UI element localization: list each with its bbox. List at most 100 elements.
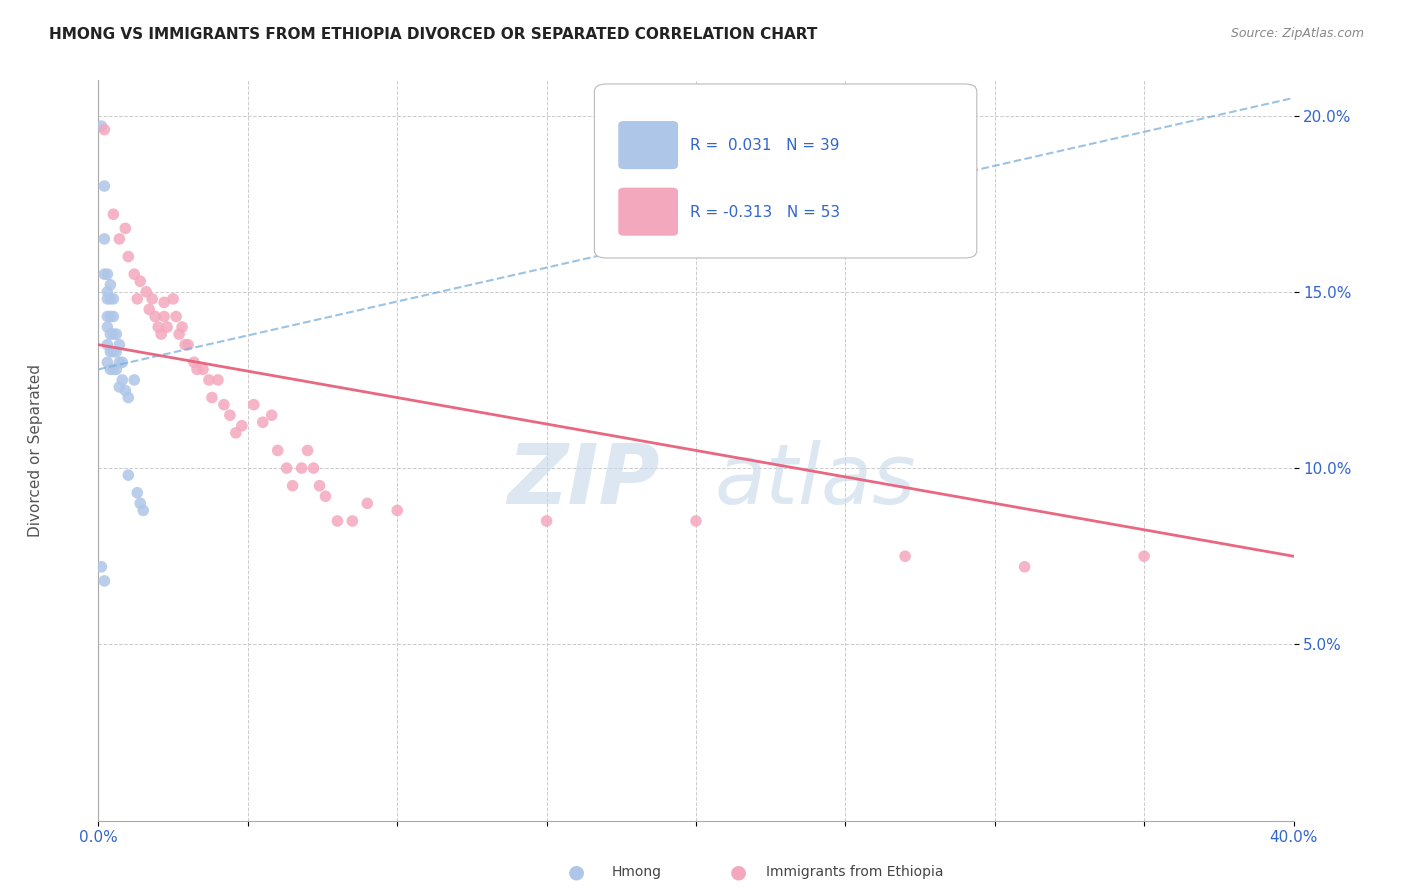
Text: ●: ● [568, 863, 585, 882]
Point [186, 362, 208, 376]
FancyBboxPatch shape [619, 187, 678, 235]
Point [315, 489, 337, 503]
Point [156, 320, 179, 334]
Point [207, 373, 229, 387]
Point [108, 355, 131, 369]
Point [114, 384, 136, 398]
Point [96, 310, 118, 324]
Point [1133, 549, 1156, 564]
Point [385, 503, 409, 517]
Point [308, 479, 330, 493]
Point [326, 514, 349, 528]
Point [96, 355, 118, 369]
Point [1014, 559, 1036, 574]
Point [90, 559, 112, 574]
Point [219, 408, 242, 422]
Point [135, 285, 157, 299]
Point [141, 292, 163, 306]
Point [108, 380, 131, 394]
Point [117, 391, 139, 405]
Point [536, 514, 558, 528]
Y-axis label: Divorced or Separated: Divorced or Separated [28, 364, 42, 537]
Point [96, 337, 118, 351]
Point [252, 415, 274, 429]
Point [98, 327, 122, 342]
Point [103, 207, 125, 221]
Point [124, 373, 146, 387]
Point [281, 479, 304, 493]
Point [93, 574, 115, 588]
Point [114, 221, 136, 235]
Point [98, 362, 122, 376]
Point [98, 292, 122, 306]
Point [153, 295, 176, 310]
Point [105, 362, 128, 376]
Point [260, 408, 283, 422]
FancyBboxPatch shape [595, 84, 977, 258]
Point [96, 285, 118, 299]
Point [356, 496, 378, 510]
FancyBboxPatch shape [619, 121, 678, 169]
Point [894, 549, 917, 564]
Point [98, 344, 122, 359]
Text: Immigrants from Ethiopia: Immigrants from Ethiopia [766, 865, 943, 880]
Point [225, 425, 247, 440]
Point [183, 355, 205, 369]
Point [297, 443, 319, 458]
Point [117, 468, 139, 483]
Point [108, 232, 131, 246]
Point [108, 337, 131, 351]
Point [103, 327, 125, 342]
Point [103, 362, 125, 376]
Point [267, 443, 290, 458]
Point [124, 267, 146, 281]
Point [103, 292, 125, 306]
Point [129, 274, 152, 288]
Point [105, 344, 128, 359]
Point [201, 391, 224, 405]
Point [117, 250, 139, 264]
Point [90, 119, 112, 133]
Text: ZIP: ZIP [508, 440, 661, 521]
Point [177, 337, 200, 351]
Point [93, 267, 115, 281]
Text: R = -0.313   N = 53: R = -0.313 N = 53 [690, 204, 841, 219]
Point [685, 514, 707, 528]
Text: Source: ZipAtlas.com: Source: ZipAtlas.com [1230, 27, 1364, 40]
Point [302, 461, 325, 475]
Point [150, 327, 173, 342]
Point [98, 310, 122, 324]
Point [174, 337, 197, 351]
Point [212, 398, 235, 412]
Point [165, 310, 187, 324]
Point [96, 292, 118, 306]
Point [127, 485, 149, 500]
Point [93, 122, 115, 136]
Point [162, 292, 184, 306]
Point [105, 327, 128, 342]
Point [103, 310, 125, 324]
Text: HMONG VS IMMIGRANTS FROM ETHIOPIA DIVORCED OR SEPARATED CORRELATION CHART: HMONG VS IMMIGRANTS FROM ETHIOPIA DIVORC… [49, 27, 817, 42]
Text: ●: ● [730, 863, 747, 882]
Text: Hmong: Hmong [612, 865, 662, 880]
Point [243, 398, 266, 412]
Point [96, 320, 118, 334]
Point [132, 503, 155, 517]
Point [148, 320, 170, 334]
Point [93, 232, 115, 246]
Point [96, 267, 118, 281]
Point [138, 302, 160, 317]
Point [191, 362, 214, 376]
Point [111, 373, 134, 387]
Point [153, 310, 176, 324]
Point [129, 496, 152, 510]
Point [127, 292, 149, 306]
Text: atlas: atlas [714, 440, 917, 521]
Point [276, 461, 298, 475]
Point [291, 461, 314, 475]
Point [143, 310, 166, 324]
Point [231, 418, 253, 433]
Point [172, 320, 194, 334]
Point [103, 344, 125, 359]
Point [98, 277, 122, 292]
